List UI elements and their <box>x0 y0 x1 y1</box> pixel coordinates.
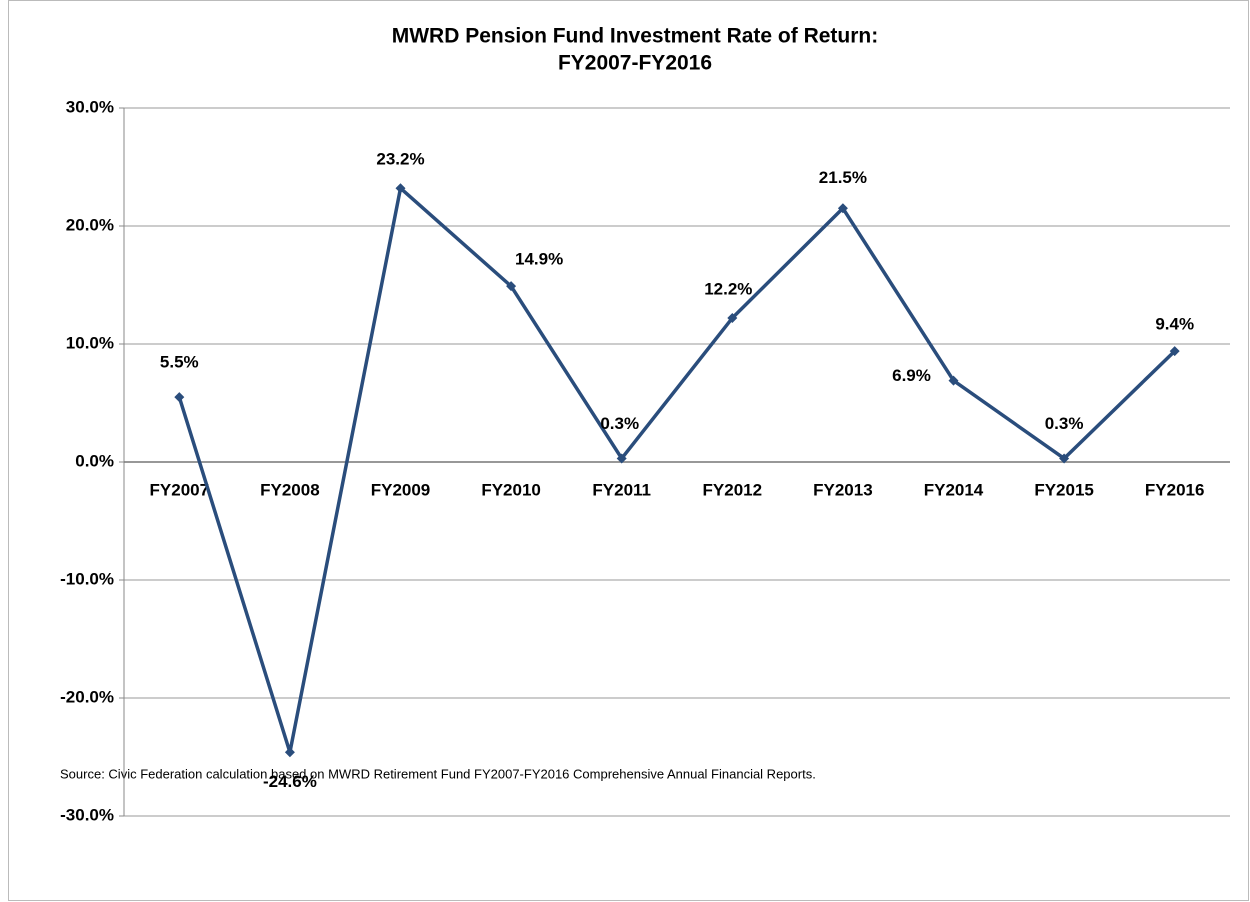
point-marker <box>1169 346 1180 357</box>
chart-title: FY2007-FY2016 <box>558 52 712 75</box>
data-label: 9.4% <box>1155 315 1194 334</box>
x-tick-label: FY2012 <box>703 480 763 499</box>
x-tick-label: FY2016 <box>1145 480 1205 499</box>
data-label: 0.3% <box>1045 414 1084 433</box>
source-note: Source: Civic Federation calculation bas… <box>60 766 816 781</box>
data-label: 6.9% <box>892 366 931 385</box>
point-marker <box>727 313 738 324</box>
x-tick-label: FY2014 <box>924 480 984 499</box>
y-tick-label: 0.0% <box>75 451 114 470</box>
point-marker <box>395 183 406 194</box>
x-tick-label: FY2010 <box>481 480 541 499</box>
chart-title: MWRD Pension Fund Investment Rate of Ret… <box>392 25 879 48</box>
y-tick-label: 30.0% <box>66 97 114 116</box>
point-marker <box>506 281 517 292</box>
x-tick-label: FY2008 <box>260 480 320 499</box>
x-tick-label: FY2013 <box>813 480 873 499</box>
data-label: 12.2% <box>704 280 752 299</box>
x-tick-label: FY2009 <box>371 480 431 499</box>
y-tick-label: -10.0% <box>60 569 114 588</box>
x-tick-label: FY2011 <box>592 480 651 499</box>
point-marker <box>1059 453 1070 464</box>
x-tick-label: FY2007 <box>150 480 210 499</box>
line-series <box>177 186 1176 755</box>
y-tick-label: -30.0% <box>60 805 114 824</box>
data-label: -24.6% <box>263 772 317 791</box>
data-label: 21.5% <box>819 168 867 187</box>
point-marker <box>837 203 848 214</box>
point-marker <box>284 747 295 758</box>
data-label: 14.9% <box>515 250 563 269</box>
y-tick-label: 20.0% <box>66 215 114 234</box>
point-marker <box>616 453 627 464</box>
x-tick-label: FY2015 <box>1034 480 1094 499</box>
data-label: 5.5% <box>160 353 199 372</box>
data-label: 0.3% <box>600 414 639 433</box>
y-tick-label: 10.0% <box>66 333 114 352</box>
y-tick-label: -20.0% <box>60 687 114 706</box>
data-label: 23.2% <box>376 150 424 169</box>
point-marker <box>948 375 959 386</box>
point-marker <box>174 392 185 403</box>
